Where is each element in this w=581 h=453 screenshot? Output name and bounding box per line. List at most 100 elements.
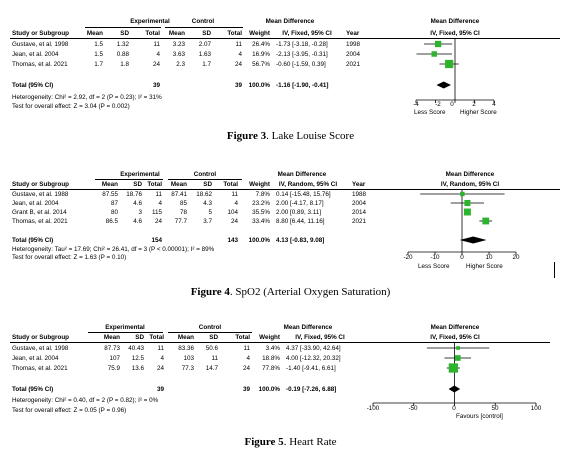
col-plot-ci: IV, Fixed, 95% CI: [430, 30, 480, 37]
cell: 7.8%: [255, 191, 270, 198]
cell: 4: [246, 355, 250, 362]
cell: 87: [110, 200, 118, 207]
cell: 107: [109, 355, 120, 362]
caption-text: . Lake Louise Score: [266, 130, 355, 142]
col-ctl-mean: Mean: [168, 30, 185, 37]
cell: 11: [231, 191, 238, 198]
col-study: Study or Subgroup: [12, 30, 70, 37]
caption-label: Figure 4: [190, 286, 230, 298]
total-label: Total (95% CI): [12, 82, 54, 89]
cell: 11: [211, 355, 218, 362]
col-ctl-sd: SD: [209, 334, 218, 341]
col-ctl-sd: SD: [203, 181, 212, 188]
cell: 24: [234, 61, 242, 68]
cell: 24: [242, 365, 250, 372]
overall-effect-text: Test for overall effect: Z = 1.63 (P = 0…: [12, 254, 127, 261]
caption-text: . Heart Rate: [283, 436, 337, 448]
axis-right-label: Favours [control]: [456, 413, 503, 420]
axis-tick: 4: [492, 101, 496, 108]
axis-tick: 0: [460, 254, 464, 261]
cell: 77.8%: [262, 365, 280, 372]
cell: 11: [155, 191, 162, 198]
cell: 2.00 [0.89, 3.11]: [276, 209, 322, 216]
cell: 3.23: [172, 41, 185, 48]
col-exp-total: Total: [145, 30, 160, 37]
axis-tick: 2: [472, 101, 476, 108]
study-name: Jean, et al. 2004: [12, 200, 59, 207]
col-ctl-total: Total: [223, 181, 238, 188]
axis-tick: 50: [491, 405, 499, 412]
cell: 33.4%: [252, 218, 270, 225]
pooled-diamond: [459, 236, 487, 244]
figure-3-panel: Experimental Control Mean Difference Mea…: [0, 0, 581, 150]
cell: -0.60 [-1.59, 0.39]: [276, 61, 326, 68]
figure-4-panel: Experimental Control Mean Difference Mea…: [10, 171, 560, 278]
col-exp-total: Total: [149, 334, 164, 341]
study-point-marker: [456, 346, 460, 350]
cell: 3: [138, 209, 142, 216]
cell: 3.63: [172, 51, 185, 58]
study-name: Thomas, et al. 2021: [12, 365, 68, 372]
cell: 0.14 [-15.48, 15.76]: [276, 191, 331, 198]
caption-label: Figure 3: [226, 130, 267, 142]
cell: 78: [179, 209, 187, 216]
cell: -0.19 [-7.26, 6.88]: [286, 386, 337, 393]
cell: 87.41: [171, 191, 187, 198]
cell: 18.76: [126, 191, 142, 198]
cell: 4: [238, 51, 242, 58]
cell: 39: [242, 386, 250, 393]
cell: 1988: [352, 191, 367, 198]
cell: 103: [183, 355, 194, 362]
cell: 4.6: [133, 218, 142, 225]
cell: 4.13 [-0.83, 9.08]: [276, 237, 325, 244]
cell: 1.7: [94, 61, 103, 68]
heterogeneity-text: Heterogeneity: Chi² = 2.92, df = 2 (P = …: [12, 94, 162, 101]
col-ctl-sd: SD: [202, 30, 211, 37]
col-exp-mean: Mean: [103, 334, 120, 341]
cell: 4: [234, 200, 238, 207]
control-group-header: Control: [191, 18, 215, 25]
cell: 11: [235, 41, 242, 48]
col-weight: Weight: [249, 181, 270, 188]
study-name: Jean, et al. 2004: [12, 51, 59, 58]
cell: 14.7: [205, 365, 218, 372]
axis-tick: -100: [366, 405, 380, 412]
cell: 87.55: [102, 191, 118, 198]
pooled-diamond: [448, 385, 461, 393]
heterogeneity-text: Heterogeneity: Chi² = 0.40, df = 2 (P = …: [12, 397, 159, 404]
axis-tick: -4: [413, 101, 419, 108]
plot-header: Mean Difference: [430, 324, 480, 331]
cell: 16.9%: [252, 51, 270, 58]
col-ctl-total: Total: [227, 30, 242, 37]
col-plot-ci: IV, Fixed, 95% CI: [430, 334, 480, 341]
study-name: Thomas, et al. 2021: [12, 218, 68, 225]
study-name: Thomas, et al. 2021: [12, 61, 68, 68]
col-weight: Weight: [259, 334, 280, 341]
cell: 1.5: [94, 51, 103, 58]
col-exp-mean: Mean: [86, 30, 103, 37]
cell: 13.6: [131, 365, 144, 372]
cell: 4.3: [203, 200, 212, 207]
cell: 104: [227, 209, 238, 216]
study-point-marker: [431, 51, 437, 57]
col-study: Study or Subgroup: [12, 334, 70, 341]
col-ci: IV, Fixed, 95% CI: [295, 334, 345, 341]
cell: 1.7: [202, 61, 211, 68]
cell: 56.7%: [252, 61, 270, 68]
cell: 11: [153, 41, 160, 48]
mean-diff-header: Mean Difference: [283, 324, 333, 331]
figure-5-caption: Figure 5. Heart Rate: [0, 436, 581, 448]
cell: 75.9: [107, 365, 120, 372]
heterogeneity-text: Heterogeneity: Tau² = 17.69; Chi² = 26.4…: [12, 246, 215, 253]
mean-diff-header: Mean Difference: [277, 171, 327, 178]
plot-header: Mean Difference: [430, 18, 480, 25]
cell: -2.13 [-3.95, -0.31]: [276, 51, 328, 58]
experimental-group-header: Experimental: [105, 324, 145, 331]
mean-diff-header: Mean Difference: [265, 18, 315, 25]
cell: 39: [234, 82, 242, 89]
cell: 1.63: [198, 51, 211, 58]
axis-tick: -50: [408, 405, 418, 412]
cell: 86.5: [105, 218, 118, 225]
cell: 26.4%: [252, 41, 270, 48]
